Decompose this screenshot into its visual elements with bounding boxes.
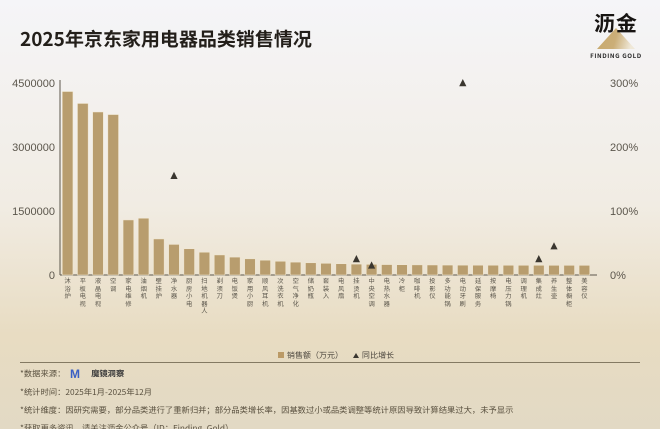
svg-text:200%: 200% [610,142,638,154]
svg-text:4500000: 4500000 [12,78,55,90]
svg-text:0%: 0% [610,270,626,282]
svg-text:1500000: 1500000 [12,206,55,218]
svg-text:0: 0 [49,270,55,282]
svg-text:100%: 100% [610,206,638,218]
svg-text:300%: 300% [610,78,638,90]
svg-text:3000000: 3000000 [12,142,55,154]
svg-text:M: M [70,368,80,380]
